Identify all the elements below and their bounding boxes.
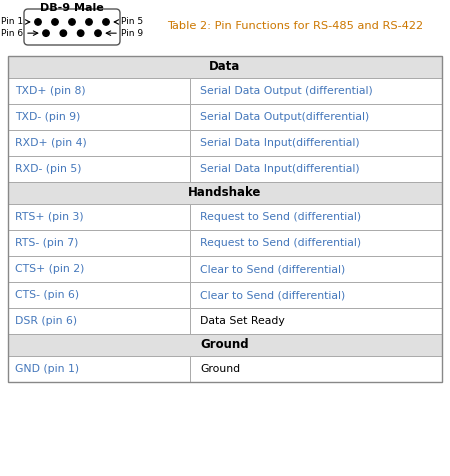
Text: TXD- (pin 9): TXD- (pin 9): [15, 112, 81, 122]
Bar: [8, 230, 190, 256]
Text: Serial Data Output(differential): Serial Data Output(differential): [200, 112, 369, 122]
Text: Serial Data Input(differential): Serial Data Input(differential): [200, 164, 360, 174]
Text: Pin 9: Pin 9: [121, 29, 143, 38]
Bar: [190, 78, 442, 104]
Text: Serial Data Output (differential): Serial Data Output (differential): [200, 86, 373, 96]
Bar: [190, 282, 442, 308]
Text: TXD+ (pin 8): TXD+ (pin 8): [15, 86, 86, 96]
Circle shape: [35, 19, 41, 25]
Text: Pin 5: Pin 5: [121, 18, 143, 27]
Bar: [8, 256, 190, 282]
Bar: [190, 356, 442, 382]
Text: RTS- (pin 7): RTS- (pin 7): [15, 238, 78, 248]
Text: Clear to Send (differential): Clear to Send (differential): [200, 264, 345, 274]
Text: DSR (pin 6): DSR (pin 6): [15, 316, 77, 326]
Text: Serial Data Input(differential): Serial Data Input(differential): [200, 138, 360, 148]
Text: Request to Send (differential): Request to Send (differential): [200, 238, 361, 248]
Text: Ground: Ground: [200, 364, 240, 374]
Bar: [8, 356, 190, 382]
Text: RXD+ (pin 4): RXD+ (pin 4): [15, 138, 87, 148]
Bar: [8, 78, 190, 104]
FancyBboxPatch shape: [24, 9, 120, 45]
Bar: [8, 156, 190, 182]
Circle shape: [52, 19, 58, 25]
Circle shape: [103, 19, 109, 25]
Text: Table 2: Pin Functions for RS-485 and RS-422: Table 2: Pin Functions for RS-485 and RS…: [167, 21, 423, 31]
Circle shape: [43, 30, 49, 36]
Text: CTS+ (pin 2): CTS+ (pin 2): [15, 264, 85, 274]
Bar: [8, 334, 442, 356]
Bar: [190, 204, 442, 230]
Circle shape: [60, 30, 67, 36]
Text: Ground: Ground: [201, 338, 249, 351]
Circle shape: [77, 30, 84, 36]
Text: RXD- (pin 5): RXD- (pin 5): [15, 164, 81, 174]
Bar: [190, 256, 442, 282]
Text: DB-9 Male: DB-9 Male: [40, 3, 104, 13]
Text: Data Set Ready: Data Set Ready: [200, 316, 285, 326]
Bar: [8, 104, 190, 130]
Bar: [8, 182, 442, 204]
Text: RTS+ (pin 3): RTS+ (pin 3): [15, 212, 84, 222]
Text: GND (pin 1): GND (pin 1): [15, 364, 79, 374]
Bar: [8, 56, 442, 78]
Text: Clear to Send (differential): Clear to Send (differential): [200, 290, 345, 300]
Bar: [190, 104, 442, 130]
Text: Request to Send (differential): Request to Send (differential): [200, 212, 361, 222]
Circle shape: [86, 19, 92, 25]
Bar: [8, 282, 190, 308]
Circle shape: [69, 19, 75, 25]
Text: Pin 1: Pin 1: [1, 18, 23, 27]
Circle shape: [95, 30, 101, 36]
Text: Handshake: Handshake: [188, 187, 262, 199]
Bar: [190, 130, 442, 156]
Bar: [190, 156, 442, 182]
Text: CTS- (pin 6): CTS- (pin 6): [15, 290, 79, 300]
Bar: [190, 308, 442, 334]
Bar: [8, 56, 442, 382]
Text: Data: Data: [209, 60, 241, 73]
Text: Pin 6: Pin 6: [1, 29, 23, 38]
Bar: [190, 230, 442, 256]
Bar: [8, 130, 190, 156]
Bar: [8, 308, 190, 334]
Bar: [8, 204, 190, 230]
